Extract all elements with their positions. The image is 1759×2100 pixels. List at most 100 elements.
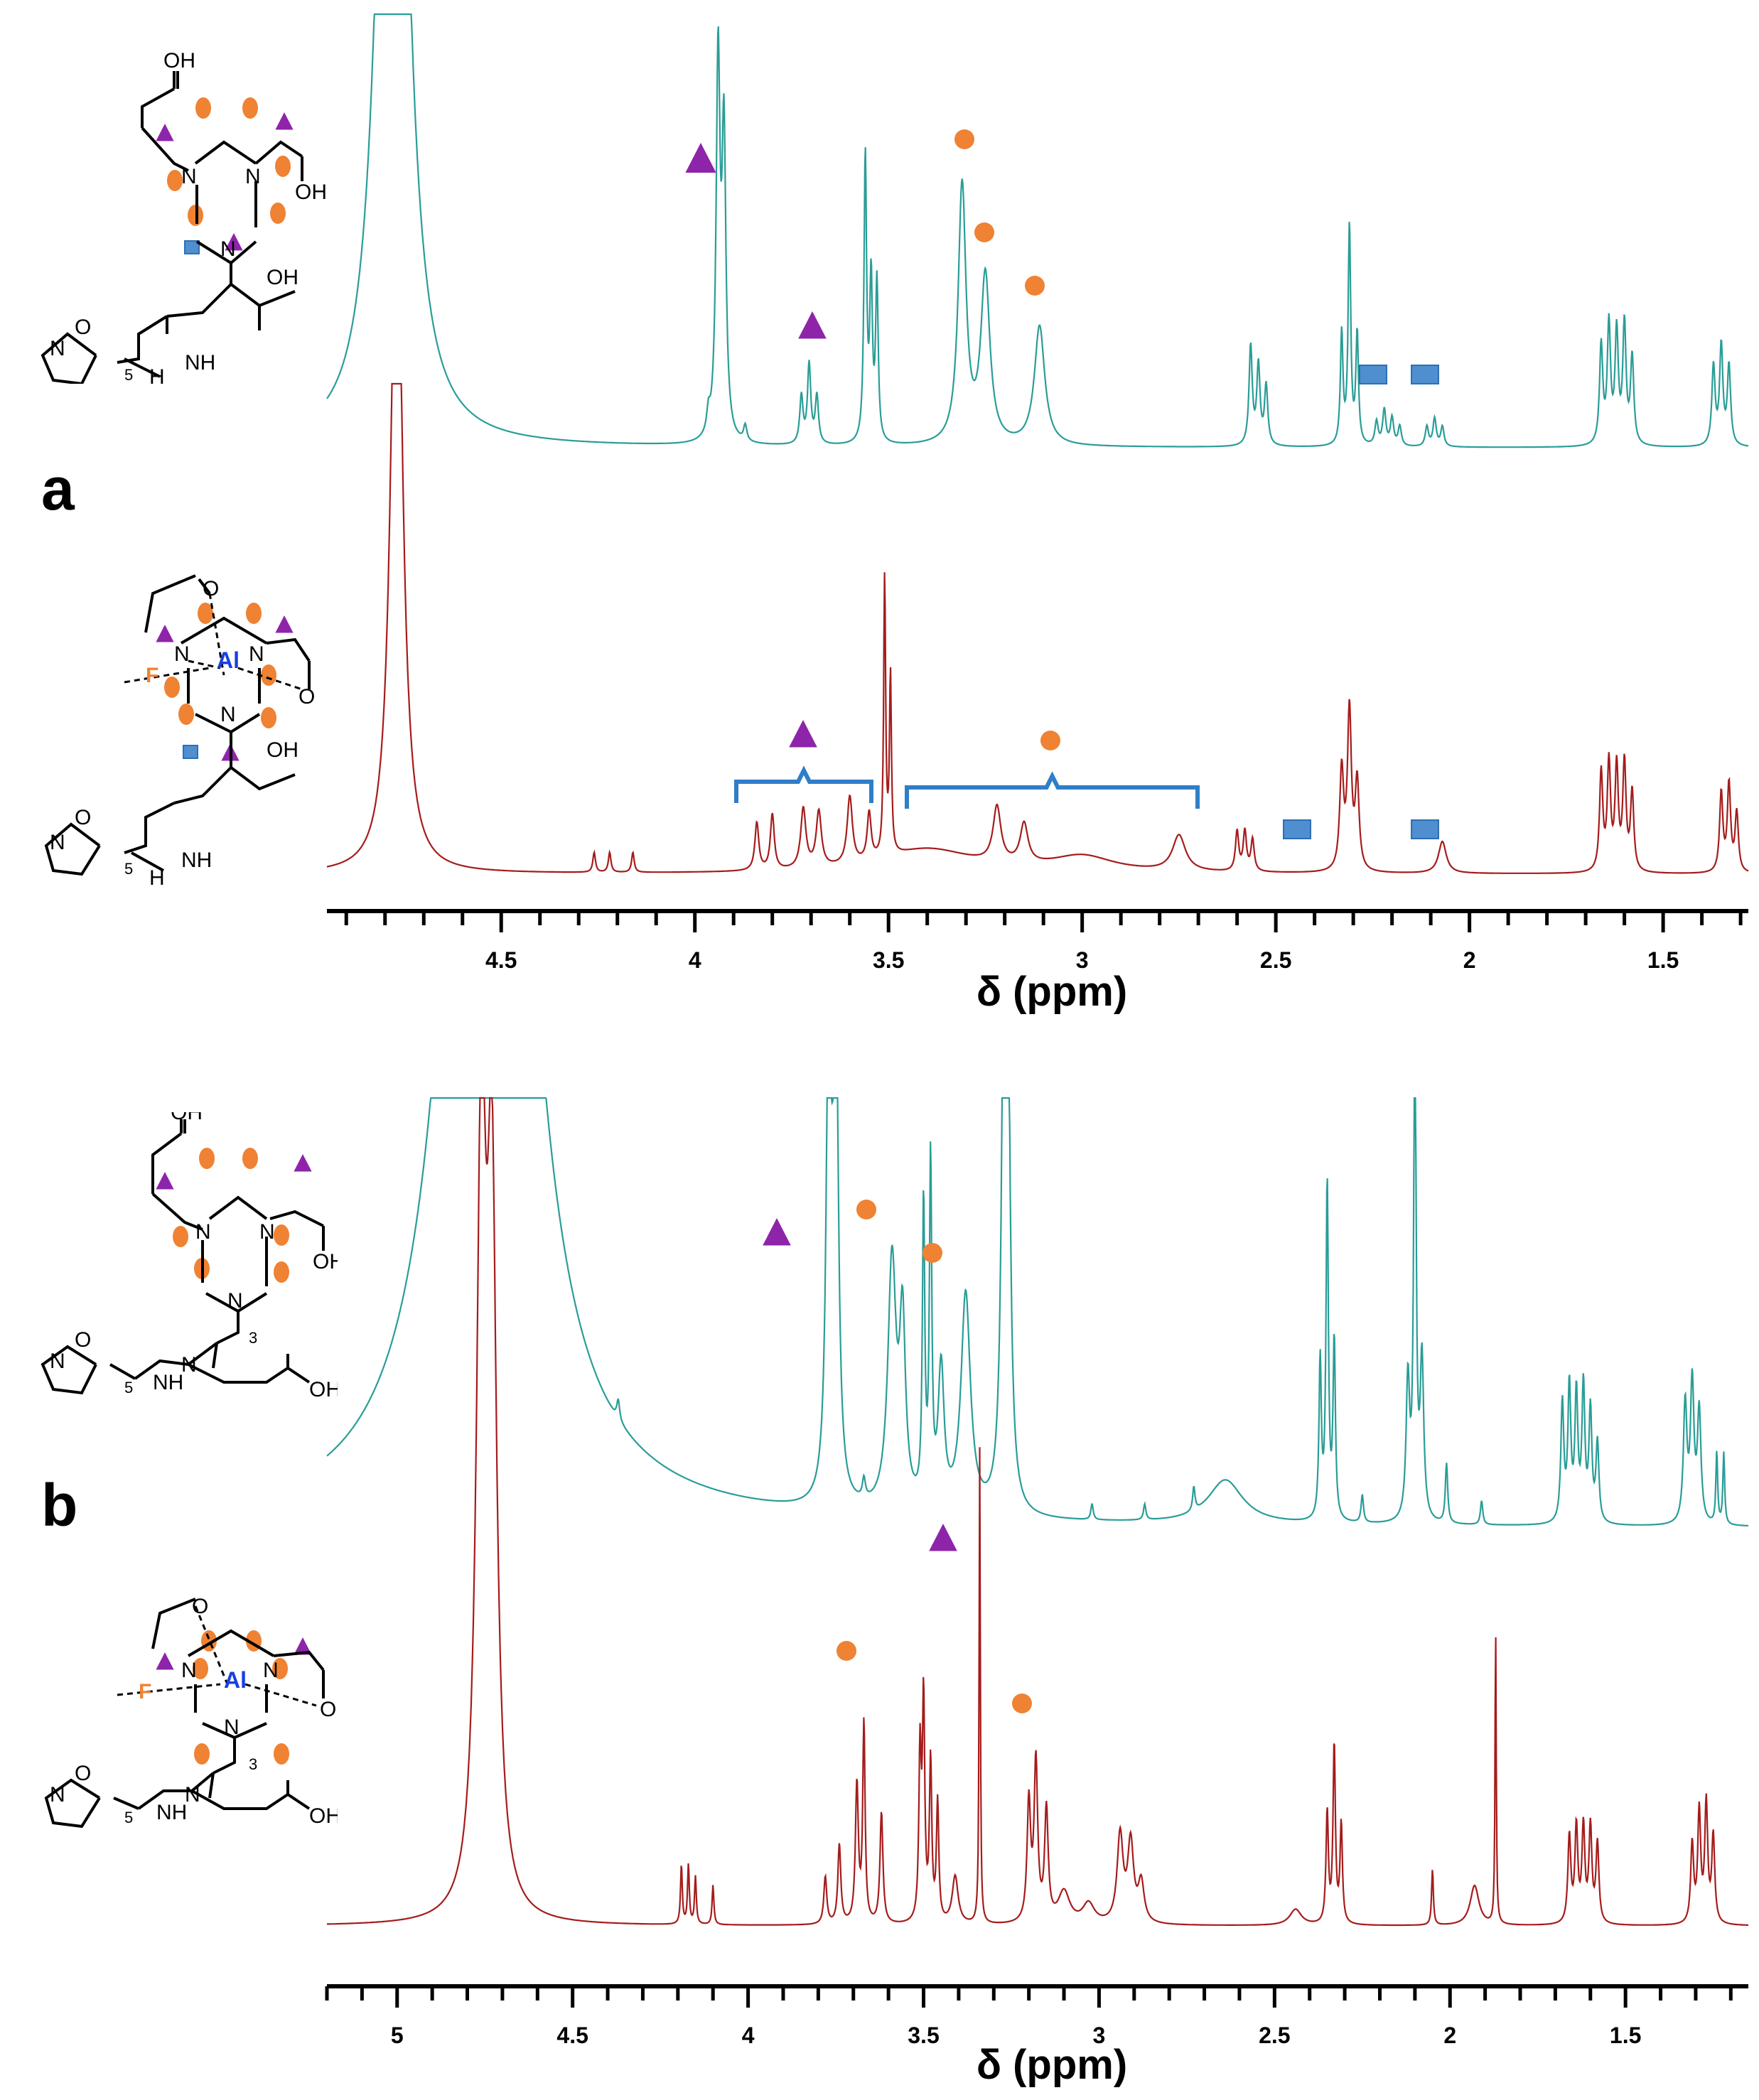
struct-bc-o-2: O xyxy=(320,1698,336,1721)
struct-b-n-2: N xyxy=(259,1220,275,1244)
square-marker xyxy=(1283,819,1311,839)
oval-marker xyxy=(275,156,291,177)
circle-marker xyxy=(837,1641,856,1661)
struct-b-n-3: N xyxy=(227,1289,243,1313)
struct-ac-o-2: O xyxy=(298,685,315,709)
x-tick-label: 2.5 xyxy=(1260,947,1291,973)
circle-marker xyxy=(1025,276,1045,296)
square-marker xyxy=(183,745,198,759)
oval-marker xyxy=(272,1658,288,1679)
oval-marker xyxy=(274,1261,289,1283)
struct-bc-sub-5: 5 xyxy=(124,1809,133,1826)
x-tick-label: 1.5 xyxy=(1610,2023,1641,2048)
x-axis-title: δ (ppm) xyxy=(977,969,1127,1015)
triangle-marker xyxy=(156,1172,174,1190)
square-marker xyxy=(1411,365,1439,384)
triangle-marker xyxy=(156,1652,174,1670)
circle-marker xyxy=(974,222,994,242)
struct-bc-f: F xyxy=(139,1680,151,1703)
triangle-marker xyxy=(225,233,243,251)
struct-bc-o-3: O xyxy=(75,1762,91,1785)
struct-ac-n-4: N xyxy=(50,831,65,854)
struct-a-n-2: N xyxy=(245,165,261,188)
x-tick-label: 4 xyxy=(742,2023,755,2048)
x-tick-label: 2 xyxy=(1443,2023,1456,2048)
struct-bc-nh: NH xyxy=(156,1801,187,1824)
x-tick-label: 2.5 xyxy=(1259,2023,1290,2048)
bracket-triangle xyxy=(734,765,873,803)
struct-bc-al: Al xyxy=(224,1667,247,1693)
oval-marker xyxy=(193,1658,208,1679)
struct-b-sub-3: 3 xyxy=(249,1329,257,1347)
struct-b-n-5: N xyxy=(50,1350,65,1373)
struct-ac-h: H xyxy=(149,866,165,890)
struct-ac-n-1: N xyxy=(174,642,190,666)
oval-marker xyxy=(167,170,183,191)
oval-marker xyxy=(164,677,180,698)
oval-marker xyxy=(246,603,262,624)
assignment-markers xyxy=(156,97,1439,1765)
square-marker xyxy=(1359,365,1387,384)
oval-marker xyxy=(242,97,258,119)
struct-b-nh: NH xyxy=(153,1371,183,1394)
x-axis-title: δ (ppm) xyxy=(977,2042,1127,2088)
x-tick-label: 5 xyxy=(391,2023,404,2048)
triangle-marker xyxy=(294,1154,312,1172)
triangle-marker xyxy=(275,615,294,633)
spectrum-trace-b-complex xyxy=(326,1097,1748,1927)
struct-a-oh-1: OH xyxy=(163,50,195,72)
struct-a-n-3: N xyxy=(220,237,236,261)
structure-a-ligand: OH N N OH N OH O N NH H 5 xyxy=(41,50,327,384)
square-marker xyxy=(1411,819,1439,839)
triangle-marker xyxy=(156,124,174,141)
struct-bc-n-2: N xyxy=(263,1659,279,1682)
triangle-marker xyxy=(789,720,817,748)
struct-bc-n-3: N xyxy=(224,1716,240,1739)
struct-ac-n-2: N xyxy=(249,642,264,666)
oval-marker xyxy=(195,97,211,119)
circle-marker xyxy=(1040,731,1060,750)
struct-a-nh: NH xyxy=(185,351,215,375)
triangle-marker xyxy=(685,143,716,173)
struct-b-oh-1: OH xyxy=(171,1112,203,1124)
circle-marker xyxy=(856,1200,876,1219)
triangle-marker xyxy=(798,311,827,339)
triangle-marker xyxy=(156,625,174,642)
bracket-circle xyxy=(905,771,1200,809)
spectrum-trace-a-complex xyxy=(326,382,1749,874)
struct-ac-o-3: O xyxy=(75,806,91,829)
spectrum-trace-a-ligand xyxy=(326,13,1749,448)
panel-a-spectra: 4.5 4 3.5 3 2.5 2 1.5 δ (ppm) xyxy=(326,13,1749,1015)
circle-marker xyxy=(1012,1694,1032,1713)
oval-marker xyxy=(261,664,276,686)
x-tick-label: 4 xyxy=(689,947,701,973)
square-marker xyxy=(184,240,200,254)
struct-bc-n-1: N xyxy=(181,1659,197,1682)
oval-marker xyxy=(242,1148,258,1169)
struct-ac-n-3: N xyxy=(220,703,236,726)
struct-bc-oh: OH xyxy=(309,1804,338,1828)
triangle-marker xyxy=(763,1218,791,1246)
x-tick-label: 3 xyxy=(1076,947,1089,973)
struct-ac-al: Al xyxy=(217,647,240,673)
struct-ac-o-1: O xyxy=(203,577,219,601)
oval-marker xyxy=(173,1226,188,1247)
struct-a-n-4: N xyxy=(50,337,65,360)
oval-marker xyxy=(274,1743,289,1765)
oval-marker xyxy=(199,1148,215,1169)
oval-marker xyxy=(274,1224,289,1246)
x-tick-label: 4.5 xyxy=(485,947,517,973)
triangle-marker xyxy=(929,1524,957,1551)
panel-label-a: a xyxy=(41,456,75,522)
spectrum-trace-b-ligand xyxy=(326,1097,1748,1526)
struct-a-n-1: N xyxy=(181,165,197,188)
x-tick-label: 4.5 xyxy=(556,2023,588,2048)
oval-marker xyxy=(270,203,286,224)
structure-a-complex: O N N O N OH O N NH H Al F 5 xyxy=(44,574,315,890)
triangle-marker xyxy=(275,112,294,130)
struct-b-sub-5: 5 xyxy=(124,1379,133,1396)
x-tick-label: 2 xyxy=(1463,947,1476,973)
struct-b-n-4: N xyxy=(181,1353,197,1377)
